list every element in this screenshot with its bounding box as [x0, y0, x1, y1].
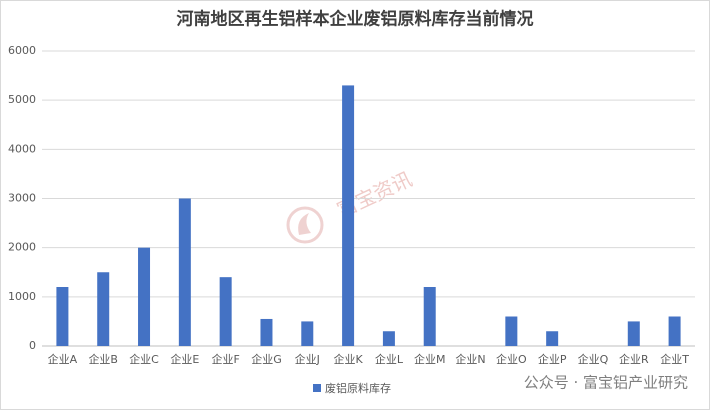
x-tick-label: 企业L — [375, 352, 404, 366]
x-tick-label: 企业M — [414, 352, 446, 366]
bar — [546, 331, 559, 346]
bar — [178, 198, 191, 346]
x-tick-label: 企业B — [88, 352, 118, 366]
bar — [56, 287, 69, 346]
y-tick-label: 4000 — [8, 142, 36, 155]
bar — [301, 321, 314, 346]
y-tick-label: 0 — [29, 339, 36, 352]
x-tick-label: 企业O — [496, 352, 527, 366]
bar — [668, 316, 681, 346]
x-tick-label: 企业G — [251, 352, 282, 366]
bar — [260, 318, 273, 346]
bar — [219, 277, 232, 346]
x-tick-label: 企业P — [538, 352, 567, 366]
legend-label: 废铝原料库存 — [325, 381, 391, 395]
x-tick-label: 企业F — [211, 352, 239, 366]
x-tick-label: 企业T — [660, 352, 689, 366]
x-tick-label: 企业J — [295, 352, 320, 366]
bar — [423, 287, 436, 346]
x-tick-label: 企业Q — [578, 352, 609, 366]
legend-swatch — [313, 384, 321, 392]
chart-title: 河南地区再生铝样本企业废铝原料库存当前情况 — [177, 9, 534, 30]
y-tick-label: 2000 — [8, 241, 36, 254]
x-tick-label: 企业E — [170, 352, 199, 366]
y-tick-label: 3000 — [8, 192, 36, 205]
bar — [97, 272, 110, 346]
watermark-logo — [286, 206, 324, 244]
bar — [382, 331, 395, 346]
bar — [342, 85, 355, 347]
watermark: 公众号 · 富宝铝产业研究 — [524, 374, 688, 392]
x-tick-label: 企业N — [455, 352, 485, 366]
x-tick-label: 企业K — [333, 352, 363, 366]
x-tick-label: 企业C — [129, 352, 159, 366]
bar — [627, 321, 640, 346]
x-tick-label: 企业R — [619, 352, 649, 366]
bar — [138, 247, 151, 346]
x-tick-label: 企业A — [48, 352, 78, 366]
bar — [505, 316, 518, 346]
y-tick-label: 1000 — [8, 290, 36, 303]
y-tick-label: 5000 — [8, 93, 36, 106]
y-tick-label: 6000 — [8, 44, 36, 57]
